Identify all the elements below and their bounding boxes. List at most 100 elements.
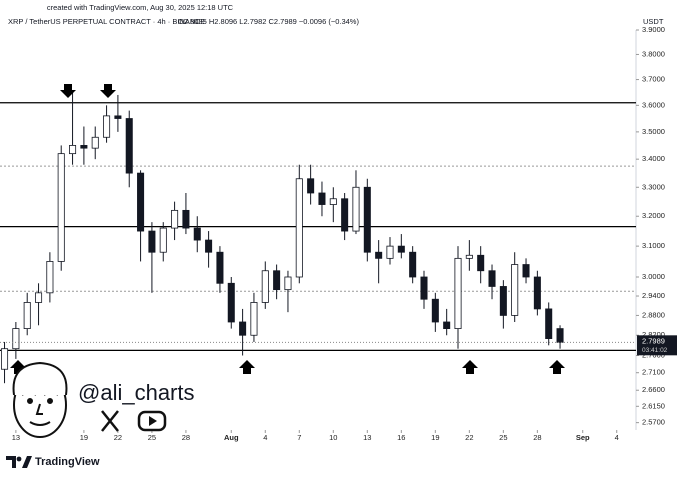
plot: 3.9000 3.8000 3.7000 3.6000 3.5000 3.4000 3.30… — [0, 25, 677, 442]
candle-body — [443, 321, 451, 329]
x-icon — [101, 410, 119, 432]
arrows — [10, 84, 565, 374]
candle-body — [227, 282, 235, 323]
handle: @ali_charts — [78, 380, 195, 405]
y-tick-label: 2.8800 — [642, 310, 665, 319]
candle-body — [182, 209, 190, 229]
x-tick-label: 22 — [465, 433, 473, 442]
y-tick-label: 3.5000 — [642, 127, 665, 136]
x-tick-label: 7 — [297, 433, 301, 442]
created-note: created with TradingView.com, Aug 30, 20… — [47, 3, 234, 12]
candle-body — [465, 254, 473, 259]
y-tick-label: 2.6600 — [642, 385, 665, 394]
y-tick-label: 2.9400 — [642, 291, 665, 300]
candle-body — [193, 227, 201, 241]
x-tick-label: 25 — [148, 433, 156, 442]
last-price-box — [637, 335, 677, 356]
candle-body — [57, 153, 65, 262]
candle-body — [125, 118, 133, 174]
candle-body — [307, 178, 315, 194]
candle-body — [545, 308, 553, 339]
y-tick-label: 3.7000 — [642, 75, 665, 84]
x-tick-label: Aug — [224, 433, 239, 442]
candle-body — [386, 245, 394, 259]
ohlc: O2.8085 H2.8096 L2.7982 C2.7989 −0.0096 … — [178, 17, 359, 26]
x-tick-label: Sep — [576, 433, 590, 442]
y-tick-label: 3.4000 — [642, 154, 665, 163]
candle-body — [80, 145, 88, 149]
x-tick-label: 4 — [263, 433, 267, 442]
y-tick-label: 2.6150 — [642, 401, 665, 410]
up-arrow — [239, 360, 255, 374]
x-tick-label: 19 — [431, 433, 439, 442]
candle-body — [69, 145, 77, 155]
candle-body — [46, 261, 54, 294]
y-tick-label: 3.1000 — [642, 241, 665, 250]
candle-body — [216, 251, 224, 284]
y-tick-label: 2.7100 — [642, 368, 665, 377]
y-tick-label: 2.8200 — [642, 330, 665, 339]
candle-body — [397, 245, 405, 253]
candle-body — [522, 264, 530, 278]
y-tick-label: 3.3000 — [642, 182, 665, 191]
candle-body — [363, 186, 371, 253]
candle-body — [273, 270, 281, 291]
tv-logo — [6, 456, 32, 468]
x-tick-label: 25 — [499, 433, 507, 442]
x-tick-label: 19 — [80, 433, 88, 442]
down-arrow — [60, 84, 76, 98]
brand: TradingView — [35, 456, 100, 468]
symbol: XRP / TetherUS PERPETUAL CONTRACT · 4h ·… — [8, 17, 206, 26]
candle-body — [250, 302, 258, 336]
candle-body — [91, 136, 99, 149]
candle-body — [171, 209, 179, 229]
last-price-label: 2.7989 — [642, 336, 665, 345]
candle-body — [420, 276, 428, 300]
candle-body — [556, 328, 564, 343]
candle-body — [329, 198, 337, 205]
candle-body — [159, 227, 167, 253]
candle-body — [477, 254, 485, 272]
candle-body — [137, 172, 145, 232]
candle-body — [284, 276, 292, 291]
candle-body — [295, 178, 303, 278]
x-tick-label: 16 — [397, 433, 405, 442]
candle-body — [35, 292, 43, 303]
currency: USDT — [643, 17, 664, 26]
x-tick-label: 10 — [329, 433, 337, 442]
candle-body — [488, 270, 496, 287]
y-tick-label: 2.5700 — [642, 418, 665, 427]
up-arrow — [462, 360, 478, 374]
candle-body — [261, 270, 269, 303]
down-arrow — [100, 84, 116, 98]
candle-body — [409, 251, 417, 278]
y-tick-label: 3.6000 — [642, 100, 665, 109]
candle-body — [431, 298, 439, 323]
candle-body — [239, 321, 247, 336]
candle-body — [499, 286, 507, 316]
up-arrow — [549, 360, 565, 374]
candle-body — [511, 264, 519, 316]
candle-body — [341, 198, 349, 232]
candle-body — [352, 186, 360, 232]
candle-body — [1, 348, 9, 370]
candle-body — [375, 251, 383, 259]
x-tick-label: 22 — [114, 433, 122, 442]
y-tick-label: 3.2000 — [642, 211, 665, 220]
candle-body — [23, 302, 31, 329]
y-tick-label: 3.0000 — [642, 272, 665, 281]
candle-body — [318, 192, 326, 205]
countdown: 03:41:02 — [642, 347, 668, 354]
youtube-icon — [137, 410, 167, 432]
candle-body — [533, 276, 541, 310]
candle-body — [454, 257, 462, 329]
candle-body — [114, 115, 122, 119]
x-tick-label: 13 — [12, 433, 20, 442]
y-tick-label: 3.9000 — [642, 25, 665, 34]
candle-body — [12, 328, 20, 350]
x-tick-label: 28 — [182, 433, 190, 442]
candle-body — [148, 230, 156, 253]
x-tick-label: 28 — [533, 433, 541, 442]
candle-body — [103, 115, 111, 138]
